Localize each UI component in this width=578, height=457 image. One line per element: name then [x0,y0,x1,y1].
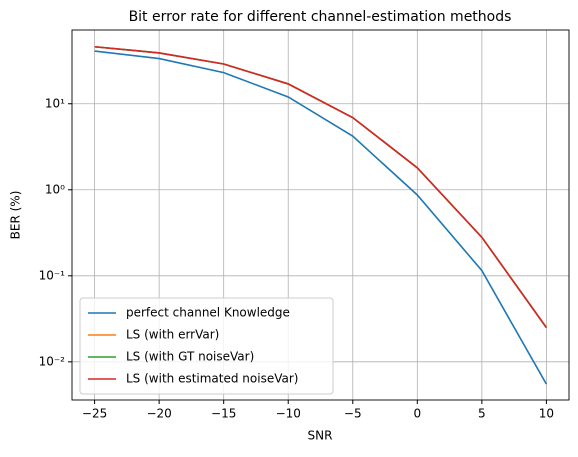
y-tick-label: 10¹ [45,96,65,110]
x-tick-label: 0 [413,407,421,421]
axes-frame [71,29,570,401]
x-tick-label: −5 [344,407,362,421]
x-tick-label: 10 [539,407,554,421]
legend-label: perfect channel Knowledge [126,306,290,320]
series-line [94,50,548,385]
y-tick-label: 10⁰ [45,182,65,196]
x-tick-label: −15 [211,407,236,421]
legend: perfect channel Knowledge LS (with errVar… [79,297,334,395]
legend-box [79,297,334,395]
y-axis-label: BER (%) [9,191,23,240]
x-tick-label: −10 [276,407,301,421]
legend-label: LS (with GT noiseVar) [126,350,254,364]
series-line [94,45,548,329]
legend-label: LS (with errVar) [126,328,219,342]
x-tick-label: 5 [478,407,486,421]
x-tick-label: −25 [82,407,107,421]
y-tick-label: 10⁻² [39,354,66,368]
chart-title: Bit error rate for different channel-est… [129,9,512,25]
y-tick-label: 10⁻¹ [39,268,66,282]
x-tick-label: −20 [146,407,171,421]
legend-label: LS (with estimated noiseVar) [126,372,298,386]
x-axis-label: SNR [308,429,333,443]
